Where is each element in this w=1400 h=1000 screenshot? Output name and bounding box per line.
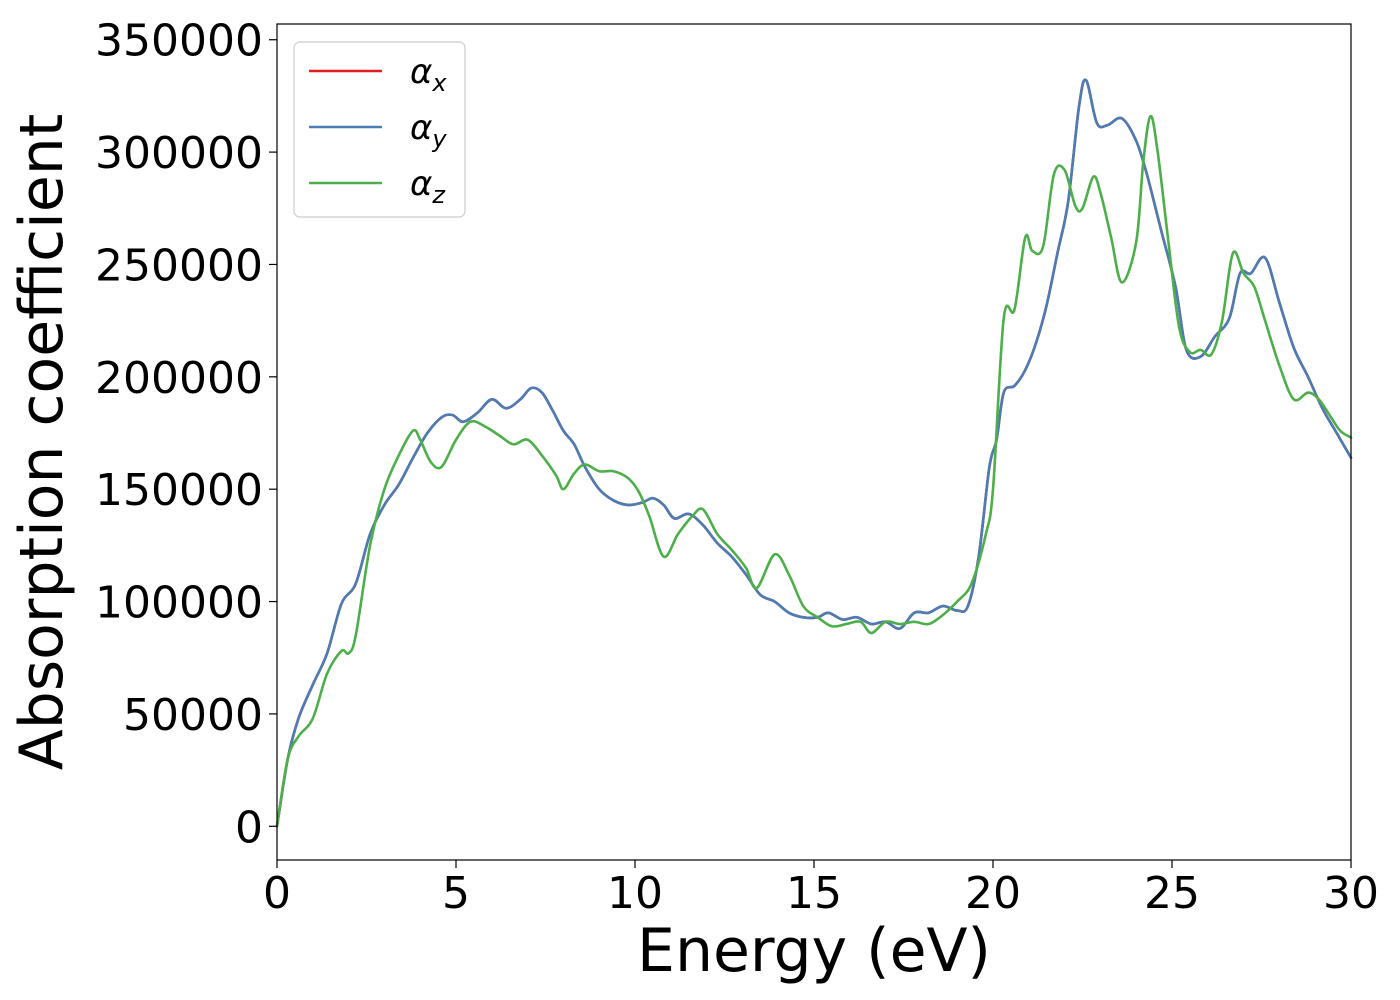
x-tick-label: 0 <box>263 868 291 919</box>
legend: αx αy αz <box>293 41 466 218</box>
x-tick-label: 5 <box>442 868 470 919</box>
y-tick-label: 0 <box>235 802 263 853</box>
x-tick-label: 10 <box>607 868 663 919</box>
x-tick-label: 20 <box>965 868 1021 919</box>
legend-label-x: αx <box>410 52 447 97</box>
series-layer <box>275 78 1353 828</box>
y-tick-label: 200000 <box>95 353 263 404</box>
x-tick-label: 25 <box>1144 868 1200 919</box>
series-line-z <box>275 114 1353 828</box>
legend-box <box>293 41 466 218</box>
y-tick-label: 100000 <box>95 578 263 629</box>
series-line-y <box>275 78 1353 828</box>
x-tick-label: 30 <box>1323 868 1379 919</box>
y-axis-title: Absorption coefficient <box>7 114 77 771</box>
x-axis-title: Energy (eV) <box>637 916 991 986</box>
y-tick-label: 300000 <box>95 128 263 179</box>
legend-label-y: αy <box>410 108 447 153</box>
x-tick-label: 15 <box>786 868 842 919</box>
y-tick-label: 250000 <box>95 240 263 291</box>
legend-label-z: αz <box>410 164 446 209</box>
x-axis-ticks: 0 5 10 15 20 25 30 <box>263 860 1379 919</box>
y-tick-label: 350000 <box>95 16 263 67</box>
y-tick-label: 50000 <box>123 690 263 741</box>
y-tick-label: 150000 <box>95 465 263 516</box>
y-axis-ticks: 0 50000 100000 150000 200000 250000 300000 3500… <box>95 16 277 853</box>
